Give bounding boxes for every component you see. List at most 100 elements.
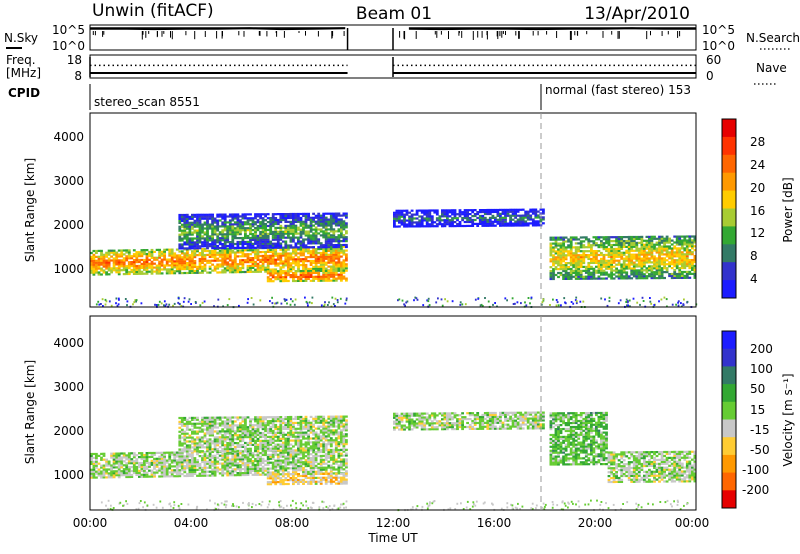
- power-cell: [122, 249, 126, 252]
- power-cbar-tick-16: 16: [750, 204, 765, 218]
- power-cell: [579, 260, 583, 263]
- noise-left-label: N.Sky: [4, 31, 38, 45]
- power-cell: [428, 217, 432, 220]
- power-cell: [329, 244, 333, 247]
- power-cell: [307, 224, 310, 227]
- power-cell: [622, 259, 626, 262]
- power-cell: [453, 211, 457, 214]
- power-cell: [105, 263, 108, 266]
- power-cell: [102, 271, 106, 274]
- power-cell: [236, 231, 240, 234]
- velocity-cell: [307, 472, 310, 475]
- power-cell: [254, 240, 257, 243]
- power-cell: [150, 266, 154, 269]
- power-cell: [567, 275, 570, 278]
- power-cell: [504, 214, 507, 217]
- velocity-cell: [322, 462, 326, 465]
- power-cell: [488, 210, 492, 214]
- power-cell: [292, 238, 295, 241]
- power-cell: [284, 240, 288, 243]
- velocity-cell: [304, 459, 308, 462]
- power-cell: [105, 271, 108, 274]
- power-cell: [683, 243, 687, 246]
- velocity-cell: [100, 466, 103, 469]
- power-cell: [180, 268, 184, 271]
- power-cell: [617, 269, 621, 272]
- power-cell: [491, 214, 495, 217]
- power-cell: [322, 230, 326, 233]
- power-cell: [180, 250, 184, 253]
- velocity-cell: [206, 460, 209, 463]
- velocity-cell: [125, 464, 129, 467]
- velocity-cell: [218, 468, 222, 471]
- velocity-cell: [95, 476, 98, 479]
- power-cell: [329, 257, 333, 260]
- power-cell: [443, 215, 447, 218]
- power-cell: [228, 257, 232, 260]
- power-cell: [514, 220, 517, 223]
- power-cell: [241, 253, 245, 256]
- power-cell: [579, 250, 583, 253]
- power-cell: [327, 236, 331, 239]
- power-cell: [393, 211, 396, 214]
- velocity-cell: [92, 466, 96, 469]
- power-cell: [178, 243, 182, 246]
- power-cell: [292, 260, 295, 263]
- power-cell: [653, 235, 656, 238]
- power-cell: [100, 253, 103, 256]
- power-cell: [597, 261, 601, 264]
- velocity-cell: [246, 456, 250, 459]
- velocity-cell: [329, 458, 333, 461]
- power-cell: [665, 267, 669, 270]
- power-cell: [165, 248, 169, 251]
- velocity-cell: [130, 469, 134, 473]
- power-cell: [635, 271, 639, 274]
- power-cell: [241, 225, 245, 228]
- power-cell: [329, 253, 333, 256]
- power-cell: [678, 257, 682, 260]
- power-cell: [216, 245, 220, 248]
- power-cell: [206, 221, 209, 224]
- power-cell: [92, 249, 96, 253]
- velocity-cell: [342, 468, 346, 471]
- power-cell: [587, 267, 591, 270]
- power-cell: [592, 267, 596, 270]
- power-cell: [297, 279, 300, 282]
- velocity-cell: [289, 451, 293, 454]
- velocity-cell: [269, 453, 273, 456]
- power-speckle: [626, 301, 629, 304]
- power-cell: [660, 245, 664, 248]
- power-cell: [653, 261, 656, 264]
- power-cell: [393, 219, 396, 222]
- power-cell: [249, 259, 252, 262]
- power-cell: [625, 265, 629, 268]
- power-cell: [678, 259, 682, 262]
- power-cell: [281, 226, 285, 229]
- power-cell: [249, 217, 252, 220]
- power-cell: [279, 244, 283, 247]
- power-cell: [685, 255, 689, 258]
- power-cell: [221, 261, 225, 264]
- power-speckle: [600, 297, 603, 300]
- power-cell: [322, 273, 326, 276]
- power-cell: [605, 247, 608, 251]
- power-cell: [233, 246, 237, 249]
- power-cell: [443, 219, 447, 222]
- power-cell: [319, 242, 323, 245]
- power-cell: [516, 220, 520, 223]
- power-speckle: [639, 303, 641, 306]
- power-cell: [236, 249, 240, 252]
- velocity-cell: [163, 465, 166, 468]
- power-cell: [307, 246, 310, 249]
- power-cell: [322, 263, 326, 266]
- velocity-cell: [122, 472, 126, 475]
- velocity-cell: [188, 470, 192, 474]
- power-cell: [107, 259, 111, 262]
- power-cell: [294, 216, 298, 219]
- power-cell: [334, 255, 338, 258]
- velocity-cell: [170, 451, 174, 454]
- power-cell: [122, 261, 126, 264]
- power-cell: [693, 257, 697, 260]
- power-cell: [264, 250, 267, 254]
- power-cell: [251, 236, 255, 240]
